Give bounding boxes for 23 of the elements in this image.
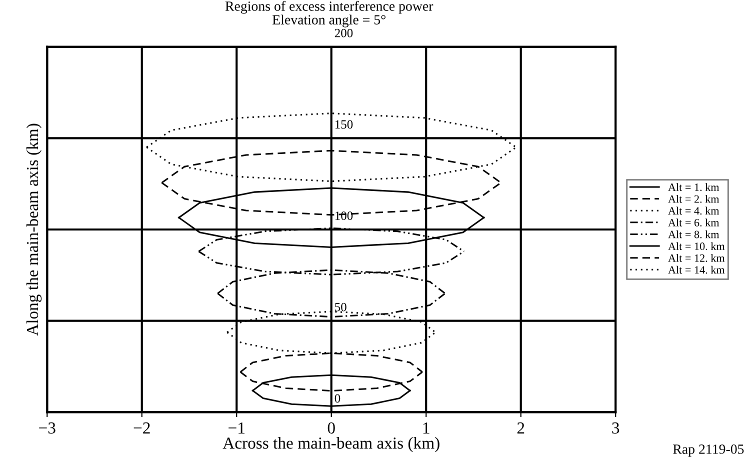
x-tick-label: −3 <box>39 422 56 434</box>
x-tick-label: 2 <box>517 422 524 434</box>
x-tick-label: 1 <box>423 422 430 434</box>
legend-label: Alt = 2. km <box>668 194 720 203</box>
chart-title: Regions of excess interference power <box>225 0 434 14</box>
legend-label: Alt = 12. km <box>668 254 725 262</box>
legend-label: Alt = 14. km <box>668 266 725 274</box>
legend-label: Alt = 8. km <box>668 230 720 238</box>
legend-label: Alt = 1. km <box>668 183 720 192</box>
text: Rap 2119-05 <box>673 444 744 457</box>
x-tick-label: −1 <box>228 422 244 434</box>
legend-label: Alt = 10. km <box>668 242 725 250</box>
y-tick-label: 50 <box>335 302 346 312</box>
legend-label: Alt = 6. km <box>668 218 720 226</box>
x-axis-title: Across the main-beam axis (km) <box>222 437 440 452</box>
y-tick-label: 0 <box>334 394 340 403</box>
chart-subtitle: Elevation angle = 5° <box>272 14 386 28</box>
y-tick-label: 200 <box>334 28 353 38</box>
x-tick-label: −2 <box>134 422 150 434</box>
y-tick-label: 150 <box>335 120 353 129</box>
y-axis-title: Along the main-beam axis (km) <box>26 124 42 336</box>
x-tick-label: 3 <box>612 422 620 434</box>
legend-label: Alt = 4. km <box>668 206 720 215</box>
